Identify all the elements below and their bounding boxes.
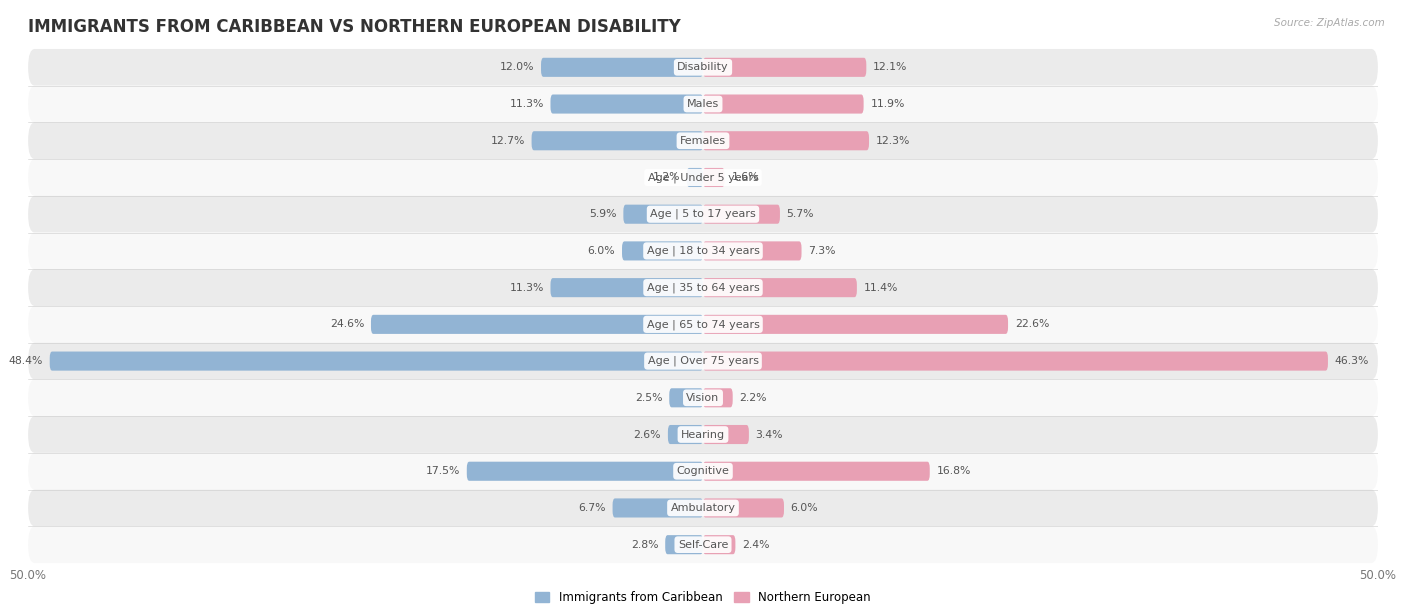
Text: 11.3%: 11.3% [509, 99, 544, 109]
Text: 2.4%: 2.4% [742, 540, 769, 550]
Text: Age | Over 75 years: Age | Over 75 years [648, 356, 758, 367]
Text: 11.9%: 11.9% [870, 99, 904, 109]
FancyBboxPatch shape [703, 461, 929, 481]
Text: 12.7%: 12.7% [491, 136, 524, 146]
FancyBboxPatch shape [551, 94, 703, 114]
FancyBboxPatch shape [623, 204, 703, 224]
FancyBboxPatch shape [28, 196, 1378, 233]
Text: 3.4%: 3.4% [755, 430, 783, 439]
FancyBboxPatch shape [703, 168, 724, 187]
Text: 6.0%: 6.0% [588, 246, 616, 256]
FancyBboxPatch shape [28, 490, 1378, 526]
FancyBboxPatch shape [703, 425, 749, 444]
Text: 12.3%: 12.3% [876, 136, 910, 146]
Text: 2.2%: 2.2% [740, 393, 766, 403]
Text: 1.2%: 1.2% [652, 173, 681, 182]
FancyBboxPatch shape [28, 306, 1378, 343]
FancyBboxPatch shape [28, 269, 1378, 306]
Text: Males: Males [688, 99, 718, 109]
Text: Cognitive: Cognitive [676, 466, 730, 476]
Text: Age | 65 to 74 years: Age | 65 to 74 years [647, 319, 759, 330]
Text: 46.3%: 46.3% [1334, 356, 1369, 366]
FancyBboxPatch shape [28, 122, 1378, 159]
Text: 17.5%: 17.5% [426, 466, 460, 476]
FancyBboxPatch shape [28, 343, 1378, 379]
Text: 48.4%: 48.4% [8, 356, 44, 366]
FancyBboxPatch shape [28, 453, 1378, 490]
FancyBboxPatch shape [665, 535, 703, 554]
Text: 7.3%: 7.3% [808, 246, 835, 256]
FancyBboxPatch shape [703, 204, 780, 224]
FancyBboxPatch shape [703, 94, 863, 114]
Text: Females: Females [681, 136, 725, 146]
Text: 2.6%: 2.6% [634, 430, 661, 439]
FancyBboxPatch shape [703, 315, 1008, 334]
Text: 16.8%: 16.8% [936, 466, 972, 476]
Text: 12.0%: 12.0% [499, 62, 534, 72]
FancyBboxPatch shape [668, 425, 703, 444]
Text: 24.6%: 24.6% [330, 319, 364, 329]
Text: 2.5%: 2.5% [636, 393, 662, 403]
Text: 2.8%: 2.8% [631, 540, 658, 550]
FancyBboxPatch shape [28, 379, 1378, 416]
Text: 1.6%: 1.6% [731, 173, 759, 182]
FancyBboxPatch shape [28, 416, 1378, 453]
FancyBboxPatch shape [703, 278, 856, 297]
FancyBboxPatch shape [28, 233, 1378, 269]
Text: Age | 5 to 17 years: Age | 5 to 17 years [650, 209, 756, 220]
FancyBboxPatch shape [703, 131, 869, 151]
FancyBboxPatch shape [541, 58, 703, 77]
Text: Ambulatory: Ambulatory [671, 503, 735, 513]
Text: Self-Care: Self-Care [678, 540, 728, 550]
FancyBboxPatch shape [703, 241, 801, 261]
FancyBboxPatch shape [669, 388, 703, 408]
Text: Hearing: Hearing [681, 430, 725, 439]
Text: 6.7%: 6.7% [578, 503, 606, 513]
FancyBboxPatch shape [28, 526, 1378, 563]
Text: 22.6%: 22.6% [1015, 319, 1049, 329]
FancyBboxPatch shape [621, 241, 703, 261]
FancyBboxPatch shape [49, 351, 703, 371]
Text: 6.0%: 6.0% [790, 503, 818, 513]
Text: IMMIGRANTS FROM CARIBBEAN VS NORTHERN EUROPEAN DISABILITY: IMMIGRANTS FROM CARIBBEAN VS NORTHERN EU… [28, 18, 681, 36]
FancyBboxPatch shape [703, 498, 785, 518]
FancyBboxPatch shape [703, 535, 735, 554]
Text: 11.3%: 11.3% [509, 283, 544, 293]
Text: 11.4%: 11.4% [863, 283, 898, 293]
Text: 12.1%: 12.1% [873, 62, 907, 72]
FancyBboxPatch shape [703, 58, 866, 77]
Text: 5.7%: 5.7% [787, 209, 814, 219]
Text: Age | Under 5 years: Age | Under 5 years [648, 172, 758, 183]
FancyBboxPatch shape [531, 131, 703, 151]
Text: 5.9%: 5.9% [589, 209, 617, 219]
FancyBboxPatch shape [28, 49, 1378, 86]
Text: Age | 18 to 34 years: Age | 18 to 34 years [647, 245, 759, 256]
FancyBboxPatch shape [371, 315, 703, 334]
Text: Vision: Vision [686, 393, 720, 403]
FancyBboxPatch shape [28, 159, 1378, 196]
FancyBboxPatch shape [613, 498, 703, 518]
FancyBboxPatch shape [467, 461, 703, 481]
FancyBboxPatch shape [703, 388, 733, 408]
Text: Disability: Disability [678, 62, 728, 72]
Text: Age | 35 to 64 years: Age | 35 to 64 years [647, 282, 759, 293]
FancyBboxPatch shape [28, 86, 1378, 122]
FancyBboxPatch shape [551, 278, 703, 297]
FancyBboxPatch shape [703, 351, 1327, 371]
Legend: Immigrants from Caribbean, Northern European: Immigrants from Caribbean, Northern Euro… [530, 586, 876, 608]
Text: Source: ZipAtlas.com: Source: ZipAtlas.com [1274, 18, 1385, 28]
FancyBboxPatch shape [686, 168, 703, 187]
